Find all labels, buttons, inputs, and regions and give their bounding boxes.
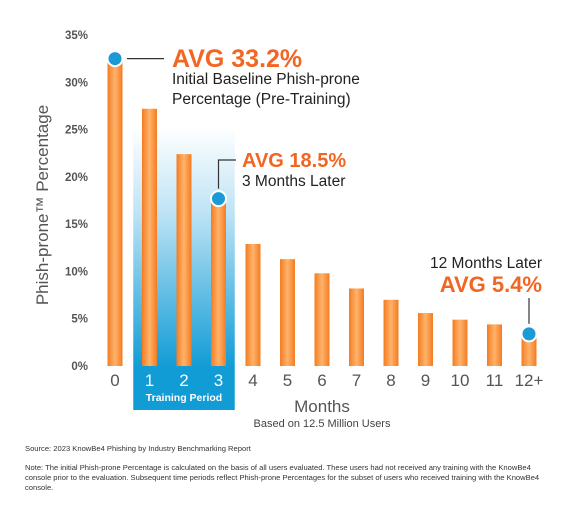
annotation-text: Initial Baseline Phish-prone [172, 71, 360, 88]
x-axis-label: Months [294, 397, 350, 416]
annotations: AVG 33.2%Initial Baseline Phish-prone Per… [127, 45, 542, 324]
bar [349, 288, 364, 366]
x-tick-label: 8 [386, 371, 395, 390]
bar [314, 273, 330, 366]
x-tick-label: 3 [214, 371, 223, 390]
annotation-text: 12 Months Later [430, 255, 542, 272]
x-tick-label: 6 [317, 371, 326, 390]
bar [211, 198, 226, 366]
y-tick-label: 10% [65, 266, 88, 278]
y-tick-label: 20% [65, 172, 88, 184]
x-axis: 0 1 2 3 4 5 6 7 8 9 10 11 12+ [110, 371, 543, 390]
x-tick-label: 2 [179, 371, 188, 390]
y-tick-label: 5% [71, 314, 88, 326]
bar-chart-svg: Training Period 0% 5% 10% 15% 20% 25% 30% 35% 0… [33, 30, 543, 430]
x-tick-label: 1 [145, 371, 154, 390]
y-tick-label: 25% [65, 125, 88, 137]
bar [142, 108, 157, 366]
training-band-label: Training Period [146, 392, 222, 404]
markers [106, 50, 538, 343]
x-tick-label: 0 [110, 371, 119, 390]
y-axis: 0% 5% 10% 15% 20% 25% 30% 35% [65, 30, 88, 373]
y-tick-label: 15% [65, 219, 88, 231]
bar [452, 319, 468, 366]
y-tick-label: 35% [65, 30, 88, 42]
x-tick-label: 11 [486, 371, 504, 390]
bar [176, 154, 192, 366]
annotation-value: AVG 5.4% [440, 272, 542, 297]
bar [280, 259, 295, 366]
x-tick-label: 12+ [515, 371, 544, 390]
chart: Training Period 0% 5% 10% 15% 20% 25% 30% 35% 0… [33, 30, 543, 430]
annotation-value: AVG 33.2% [172, 45, 302, 73]
x-tick-label: 10 [451, 371, 470, 390]
x-tick-label: 9 [421, 371, 430, 390]
annotation-leader-line [217, 159, 236, 189]
bar [521, 333, 537, 366]
annotation-value: AVG 18.5% [242, 150, 346, 172]
marker [520, 325, 538, 343]
bars [107, 58, 537, 367]
bar [107, 58, 123, 367]
source-text: Source: 2023 KnowBe4 Phishing by Industr… [25, 444, 251, 453]
marker [210, 190, 227, 208]
marker [106, 50, 124, 68]
y-axis-label: Phish-prone™ Percentage [33, 105, 52, 305]
x-tick-label: 5 [283, 371, 292, 390]
training-band-footer [133, 367, 235, 410]
note-text: Note: The initial Phish-prone Percentage… [25, 463, 540, 492]
annotation-text: 3 Months Later [242, 173, 345, 190]
bar [487, 324, 502, 366]
x-axis-sublabel: Based on 12.5 Million Users [254, 418, 391, 430]
bar [245, 244, 261, 366]
bar [418, 313, 433, 366]
bar [383, 299, 399, 366]
y-tick-label: 0% [71, 361, 88, 373]
y-tick-label: 30% [65, 77, 88, 89]
annotation-text: Percentage (Pre-Training) [172, 91, 351, 108]
x-tick-label: 4 [248, 371, 257, 390]
x-tick-label: 7 [352, 371, 361, 390]
